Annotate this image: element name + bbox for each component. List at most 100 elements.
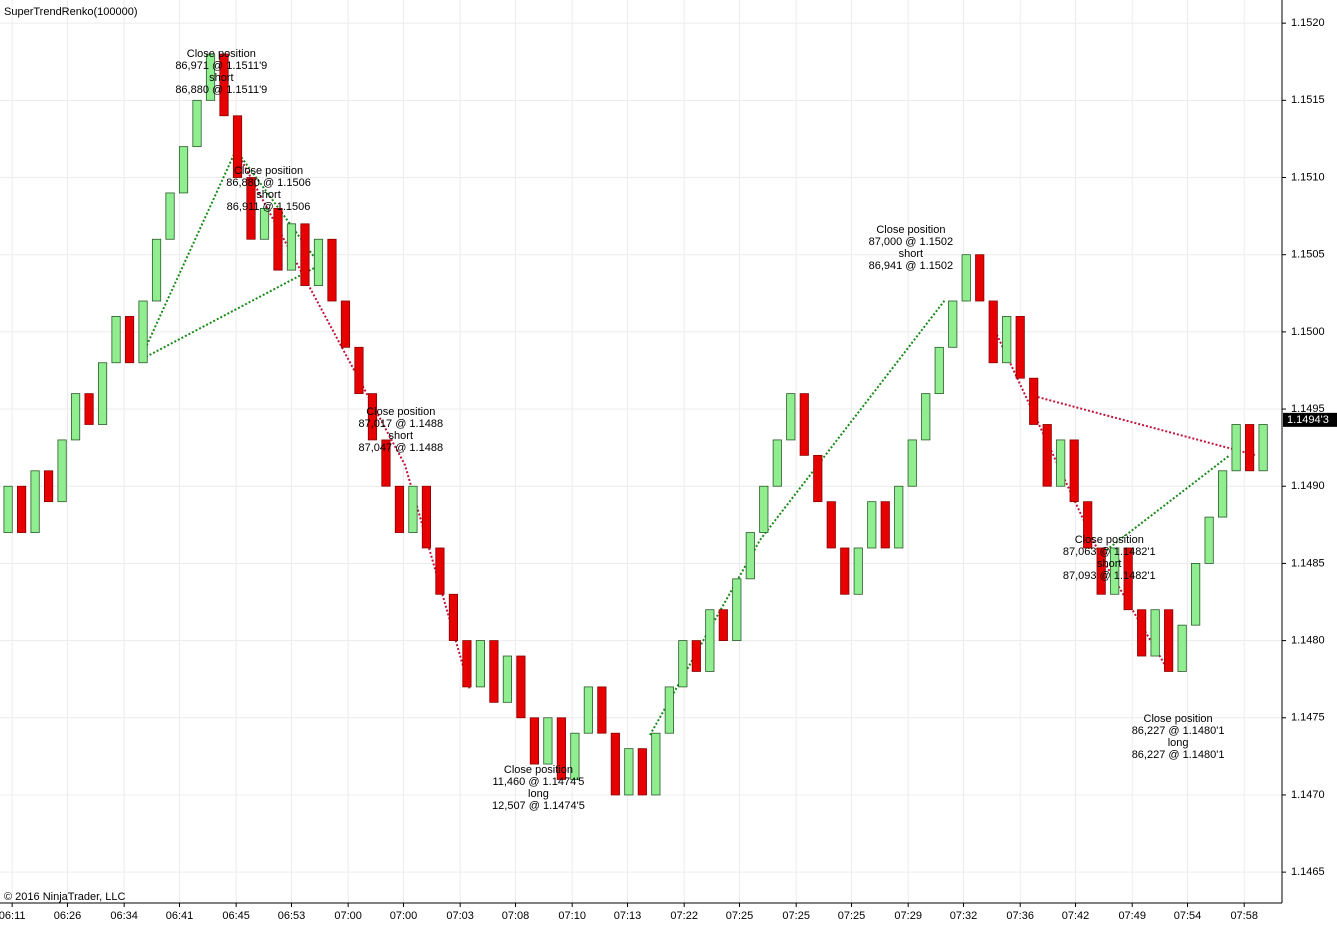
annotation-line: 87,000 @ 1.1502 — [869, 236, 954, 248]
annotation-line: 86,227 @ 1.1480'1 — [1132, 725, 1225, 737]
candle-body — [732, 578, 742, 641]
y-tick-label: 1.1465 — [1291, 866, 1325, 878]
candle-body — [880, 501, 890, 549]
annotation-line: Close position — [876, 224, 945, 236]
annotation-line: short — [1097, 558, 1121, 570]
candle-body — [637, 748, 647, 796]
trade-line — [649, 299, 946, 736]
candle-body — [286, 223, 297, 271]
candle-body — [867, 501, 877, 549]
candle-body — [921, 393, 931, 441]
annotation-line: long — [528, 788, 549, 800]
x-tick-label: 06:45 — [222, 910, 250, 922]
x-tick-label: 07:29 — [894, 910, 922, 922]
candle-body — [475, 640, 485, 688]
copyright: © 2016 NinjaTrader, LLC — [4, 891, 125, 903]
candle-body — [624, 748, 634, 796]
x-tick-label: 06:26 — [54, 910, 82, 922]
candle-body — [246, 177, 256, 240]
candle-body — [597, 686, 607, 734]
candle-body — [1231, 424, 1241, 472]
y-tick-label: 1.1520 — [1291, 17, 1325, 29]
x-tick-label: 07:00 — [334, 910, 362, 922]
candle-body — [381, 439, 391, 487]
x-tick-label: 07:25 — [726, 910, 754, 922]
y-tick-label: 1.1515 — [1291, 94, 1325, 106]
candle-body — [934, 346, 944, 395]
candle-body — [1029, 377, 1039, 425]
y-tick-label: 1.1475 — [1291, 712, 1325, 724]
candle-body — [367, 393, 378, 441]
trade-line — [1099, 454, 1231, 556]
candle-body — [1069, 439, 1079, 503]
x-tick-label: 07:03 — [446, 910, 474, 922]
candle-body — [705, 609, 715, 672]
chart-title: SuperTrendRenko(100000) — [4, 6, 138, 18]
x-tick-label: 07:42 — [1062, 910, 1090, 922]
candle-body — [3, 485, 13, 533]
x-tick-label: 07:54 — [1174, 910, 1202, 922]
candle-body — [70, 393, 81, 441]
candle-body — [759, 485, 769, 533]
candle-body — [1150, 609, 1160, 657]
candle-body — [516, 655, 526, 719]
x-tick-label: 06:53 — [278, 910, 306, 922]
candle-body — [1002, 316, 1012, 364]
candle-body — [151, 238, 162, 302]
candle-body — [1123, 547, 1133, 611]
annotation-line: short — [899, 248, 923, 260]
annotation-line: Close position — [187, 48, 256, 60]
candle-body — [651, 732, 661, 796]
annotation-line: short — [209, 72, 233, 84]
annotation-line: Close position — [366, 406, 435, 418]
x-tick-label: 07:13 — [614, 910, 642, 922]
candle-body — [583, 686, 593, 734]
last-price-label: 1.1494'3 — [1287, 414, 1329, 426]
candle-body — [97, 362, 108, 425]
trade-line — [1029, 394, 1256, 456]
candle-body — [1096, 547, 1106, 595]
candle-body — [273, 207, 283, 271]
y-tick-label: 1.1505 — [1291, 249, 1325, 261]
y-tick-label: 1.1485 — [1291, 557, 1325, 569]
y-tick-label: 1.1480 — [1291, 634, 1325, 646]
candle-body — [300, 223, 310, 286]
candle-body — [786, 393, 796, 441]
candle-body — [1015, 316, 1025, 379]
x-tick-label: 07:10 — [558, 910, 586, 922]
annotation-line: short — [389, 430, 413, 442]
candle-body — [111, 316, 121, 364]
candle-body — [435, 547, 445, 595]
annotation-line: 86,941 @ 1.1502 — [869, 260, 954, 272]
candle-body — [894, 485, 904, 549]
annotation-line: Close position — [234, 165, 303, 177]
annotation-line: Close position — [1075, 534, 1144, 546]
x-tick-label: 07:25 — [782, 910, 810, 922]
y-tick-label: 1.1470 — [1291, 789, 1325, 801]
candle-body — [961, 254, 971, 302]
candle-body — [1110, 547, 1120, 595]
x-tick-label: 06:41 — [166, 910, 194, 922]
candle-body — [988, 300, 998, 364]
annotation-line: 11,460 @ 1.1474'5 — [492, 776, 584, 788]
candle-body — [354, 346, 364, 395]
candle-body — [340, 300, 351, 348]
candle-body — [948, 300, 958, 348]
candle-body — [1056, 439, 1066, 487]
annotation-line: 87,017 @ 1.1488 — [359, 418, 444, 430]
candle-body — [1137, 609, 1147, 657]
annotation-line: 87,047 @ 1.1488 — [359, 442, 444, 454]
candle-body — [57, 439, 67, 503]
last-price-box — [1283, 412, 1337, 427]
trade-line — [235, 149, 471, 691]
candle-body — [408, 485, 418, 533]
x-tick-label: 07:22 — [670, 910, 698, 922]
annotation-line: 86,971 @ 1.1511'9 — [175, 60, 267, 72]
candle-body — [610, 732, 620, 796]
